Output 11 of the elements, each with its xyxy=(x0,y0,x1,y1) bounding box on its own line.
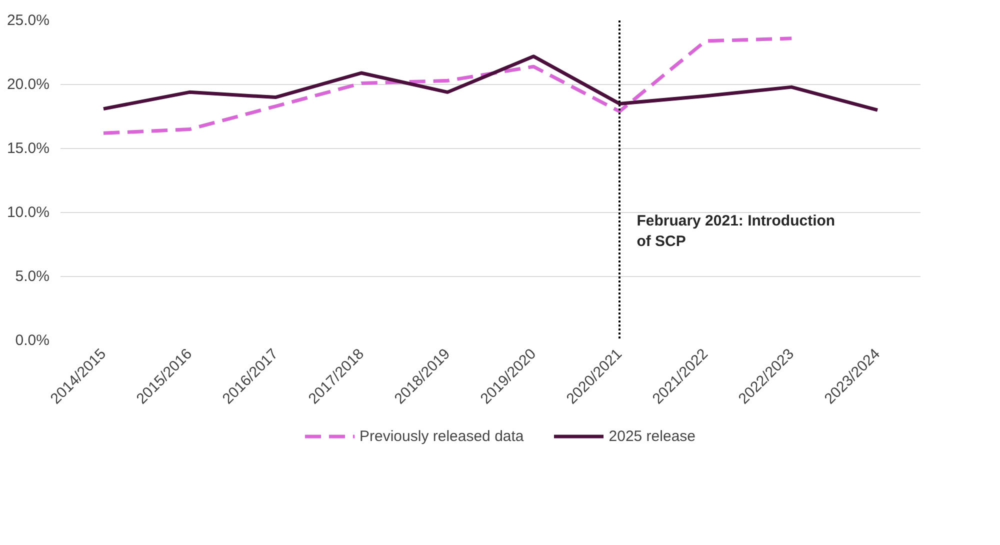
y-tick-label: 20.0% xyxy=(6,76,50,93)
ref-line-label: February 2021: Introduction of SCP xyxy=(636,212,836,250)
legend-label: Previously released data xyxy=(360,428,524,444)
y-tick-label: 0.0% xyxy=(15,332,50,349)
y-tick-label: 15.0% xyxy=(6,140,50,157)
line-series xyxy=(102,36,794,135)
y-tick-label: 10.0% xyxy=(6,204,50,221)
y-tick-label: 5.0% xyxy=(15,268,50,285)
legend-label: 2025 release xyxy=(608,428,696,444)
y-tick-label: 25.0% xyxy=(6,12,50,29)
line-series xyxy=(102,54,880,112)
